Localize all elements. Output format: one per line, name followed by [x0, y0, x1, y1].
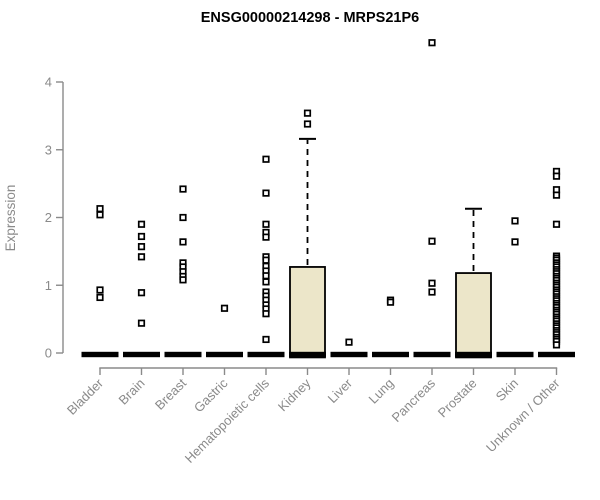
median-zero-bar	[247, 351, 285, 358]
data-point	[428, 279, 436, 287]
chart-title: ENSG00000214298 - MRPS21P6	[201, 10, 419, 26]
x-tick-label-lung: Lung	[366, 376, 397, 407]
box-rect	[455, 272, 492, 359]
category-brain	[123, 220, 160, 358]
median-zero-bar	[496, 351, 534, 358]
data-point	[303, 120, 312, 128]
data-point	[428, 288, 436, 296]
median-zero-bar	[81, 351, 119, 358]
data-point	[552, 191, 561, 199]
data-point	[428, 237, 436, 245]
data-point	[179, 276, 187, 284]
data-point	[262, 155, 270, 163]
data-point	[511, 217, 519, 225]
x-tick-label-skin: Skin	[493, 376, 521, 404]
x-tick-label-pancreas: Pancreas	[389, 375, 439, 425]
data-point	[179, 238, 187, 246]
y-tick-label: 0	[45, 346, 52, 361]
x-tick-label-unknown-other: Unknown / Other	[483, 375, 563, 455]
category-kidney	[289, 109, 326, 359]
category-gastric	[206, 304, 243, 358]
data-point	[137, 319, 146, 327]
x-tick-label-brain: Brain	[116, 376, 148, 408]
data-point	[96, 293, 104, 302]
data-point	[96, 205, 104, 213]
category-lung	[372, 296, 409, 358]
x-tick-label-gastric: Gastric	[191, 375, 231, 415]
data-point	[552, 172, 561, 180]
median-zero-bar	[372, 351, 409, 358]
median-zero-bar	[538, 351, 575, 358]
data-point	[137, 220, 146, 228]
data-point	[179, 213, 187, 222]
x-tick-label-breast: Breast	[152, 375, 189, 412]
median-zero-bar	[164, 351, 202, 358]
data-layer	[81, 39, 575, 359]
data-point	[552, 341, 561, 349]
y-axis-label: Expression	[3, 185, 18, 252]
data-point	[179, 185, 187, 193]
data-point	[262, 278, 270, 286]
median-zero-bar	[289, 351, 326, 358]
category-pancreas	[413, 39, 451, 358]
box-rect	[289, 266, 326, 359]
y-tick-label: 2	[45, 210, 52, 225]
data-point	[137, 243, 146, 251]
data-point	[96, 286, 104, 294]
category-liver	[330, 338, 368, 358]
category-breast	[164, 185, 202, 358]
data-point	[262, 310, 270, 318]
median-zero-bar	[206, 351, 243, 358]
x-tick-label-kidney: Kidney	[275, 375, 314, 414]
data-point	[428, 39, 436, 47]
data-point	[345, 338, 353, 346]
median-zero-bar	[330, 351, 368, 358]
category-hematopoietic-cells	[247, 155, 285, 358]
data-point	[262, 189, 270, 197]
data-point	[386, 298, 395, 306]
data-point	[220, 304, 229, 312]
x-tick-label-prostate: Prostate	[435, 376, 480, 421]
median-zero-bar	[123, 351, 160, 358]
x-tick-label-liver: Liver	[325, 375, 356, 406]
data-point	[262, 220, 270, 228]
data-point	[137, 289, 146, 297]
median-zero-bar	[413, 351, 451, 358]
data-point	[552, 220, 561, 228]
y-tick-label: 4	[45, 75, 52, 90]
y-tick-label: 3	[45, 142, 52, 157]
y-tick-label: 1	[45, 278, 52, 293]
data-point	[511, 238, 519, 246]
category-bladder	[81, 205, 119, 358]
data-point	[303, 109, 312, 117]
category-prostate	[455, 207, 492, 359]
data-point	[137, 253, 146, 261]
data-point	[262, 256, 270, 264]
data-point	[262, 272, 270, 280]
data-point	[96, 211, 104, 219]
category-unknown-other	[538, 167, 575, 358]
data-point	[262, 335, 270, 344]
data-point	[137, 232, 146, 241]
median-zero-bar	[455, 351, 492, 358]
x-tick-label-bladder: Bladder	[64, 375, 107, 418]
data-point	[262, 233, 270, 241]
category-skin	[496, 217, 534, 358]
